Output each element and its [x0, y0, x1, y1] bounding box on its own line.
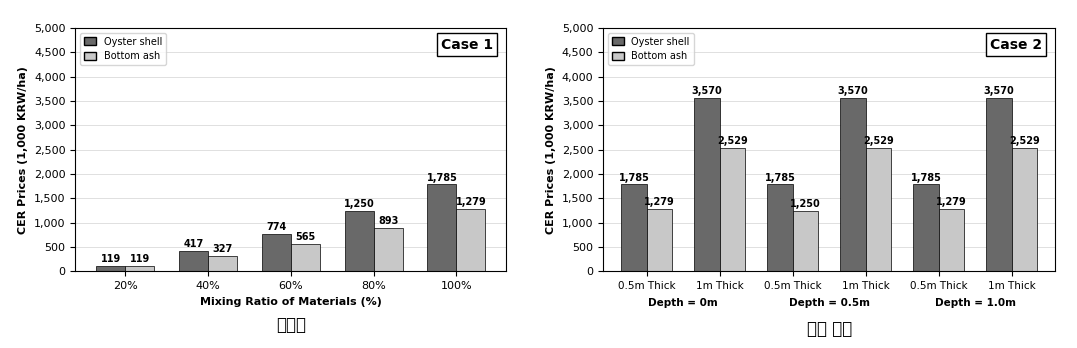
Bar: [939, 209, 964, 271]
Text: 2,529: 2,529: [863, 136, 894, 146]
Legend: Oyster shell, Bottom ash: Oyster shell, Bottom ash: [81, 33, 166, 65]
Legend: Oyster shell, Bottom ash: Oyster shell, Bottom ash: [609, 33, 694, 65]
Text: 1,250: 1,250: [344, 199, 375, 208]
Text: 3,570: 3,570: [838, 86, 868, 96]
Text: 혼합률: 혼합률: [276, 316, 306, 334]
Text: 1,250: 1,250: [791, 199, 821, 208]
Text: 1,785: 1,785: [426, 173, 458, 182]
Text: 119: 119: [100, 254, 121, 264]
Text: 119: 119: [129, 254, 150, 264]
Text: Depth = 0.5m: Depth = 0.5m: [788, 298, 870, 308]
Text: 565: 565: [295, 232, 316, 242]
Bar: [793, 211, 819, 271]
Bar: [621, 184, 647, 271]
Text: 1,279: 1,279: [456, 197, 487, 207]
X-axis label: Mixing Ratio of Materials (%): Mixing Ratio of Materials (%): [200, 297, 381, 307]
Bar: [374, 228, 403, 271]
Text: 3,570: 3,570: [691, 86, 723, 96]
Bar: [291, 244, 320, 271]
Bar: [866, 148, 892, 271]
Text: 1,279: 1,279: [644, 197, 675, 207]
Bar: [695, 97, 719, 271]
Bar: [208, 255, 237, 271]
Bar: [179, 251, 208, 271]
Y-axis label: CER Prices (1,000 KRW/ha): CER Prices (1,000 KRW/ha): [546, 66, 556, 234]
Text: 2,529: 2,529: [717, 136, 749, 146]
Bar: [457, 209, 486, 271]
Text: 시공 조건: 시공 조건: [807, 319, 852, 338]
Bar: [96, 266, 125, 271]
Text: Depth = 1.0m: Depth = 1.0m: [935, 298, 1016, 308]
Bar: [767, 184, 793, 271]
Bar: [647, 209, 672, 271]
Bar: [987, 97, 1011, 271]
Text: 1,785: 1,785: [765, 173, 796, 182]
Bar: [125, 266, 154, 271]
Text: 1,785: 1,785: [910, 173, 941, 182]
Bar: [840, 97, 866, 271]
Bar: [913, 184, 939, 271]
Bar: [719, 148, 745, 271]
Text: 3,570: 3,570: [983, 86, 1015, 96]
Text: 774: 774: [266, 222, 286, 232]
Bar: [428, 184, 457, 271]
Bar: [1011, 148, 1037, 271]
Text: 893: 893: [378, 216, 398, 226]
Text: 1,279: 1,279: [936, 197, 967, 207]
Bar: [345, 211, 374, 271]
Y-axis label: CER Prices (1,000 KRW/ha): CER Prices (1,000 KRW/ha): [18, 66, 28, 234]
Text: 2,529: 2,529: [1009, 136, 1039, 146]
Text: 327: 327: [212, 244, 233, 254]
Text: Case 1: Case 1: [442, 38, 493, 52]
Text: 1,785: 1,785: [618, 173, 649, 182]
Bar: [262, 234, 291, 271]
Text: Case 2: Case 2: [990, 38, 1041, 52]
Text: 417: 417: [183, 239, 204, 249]
Text: Depth = 0m: Depth = 0m: [648, 298, 718, 308]
